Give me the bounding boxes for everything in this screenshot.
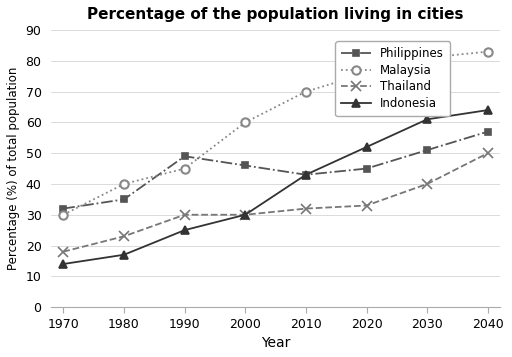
Y-axis label: Percentage (%) of total population: Percentage (%) of total population	[7, 67, 20, 270]
Legend: Philippines, Malaysia, Thailand, Indonesia: Philippines, Malaysia, Thailand, Indones…	[335, 41, 450, 116]
Title: Percentage of the population living in cities: Percentage of the population living in c…	[88, 7, 464, 22]
X-axis label: Year: Year	[261, 336, 290, 350]
